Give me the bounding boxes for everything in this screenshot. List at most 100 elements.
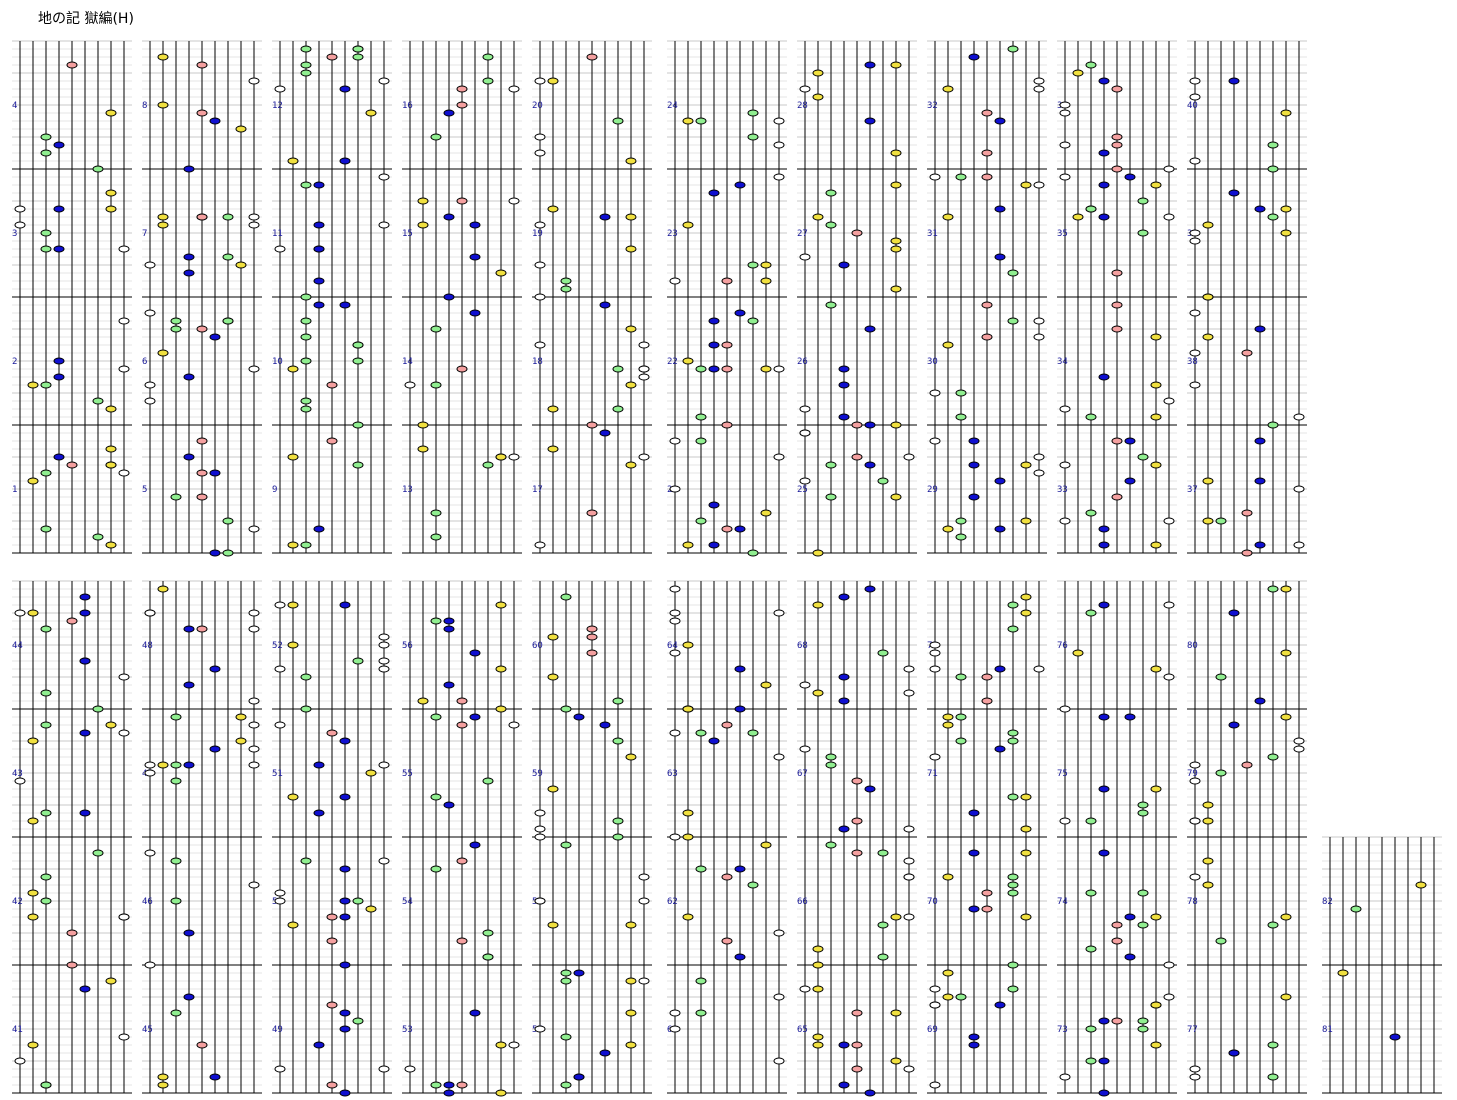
note bbox=[773, 453, 785, 461]
note bbox=[682, 833, 694, 841]
note bbox=[274, 601, 286, 609]
note bbox=[734, 705, 746, 713]
note bbox=[682, 357, 694, 365]
measure-number: 67 bbox=[797, 769, 808, 779]
note bbox=[981, 333, 993, 341]
note bbox=[682, 221, 694, 229]
note bbox=[1111, 937, 1123, 945]
note bbox=[495, 453, 507, 461]
note bbox=[92, 397, 104, 405]
note bbox=[1137, 801, 1149, 809]
note bbox=[851, 229, 863, 237]
note bbox=[209, 117, 221, 125]
note bbox=[495, 705, 507, 713]
note bbox=[682, 641, 694, 649]
note bbox=[890, 1057, 902, 1065]
measure-number: 42 bbox=[12, 897, 23, 907]
note bbox=[1111, 85, 1123, 93]
note bbox=[287, 921, 299, 929]
measure-number: 6 bbox=[142, 357, 147, 367]
measure-number: 12 bbox=[272, 101, 283, 111]
note bbox=[1150, 381, 1162, 389]
note bbox=[248, 77, 260, 85]
note bbox=[300, 397, 312, 405]
note bbox=[157, 221, 169, 229]
note bbox=[430, 1081, 442, 1089]
note bbox=[1098, 1089, 1110, 1097]
note bbox=[430, 381, 442, 389]
note bbox=[534, 133, 546, 141]
note bbox=[1020, 793, 1032, 801]
note bbox=[851, 777, 863, 785]
measure-number: 52 bbox=[272, 641, 283, 651]
note bbox=[235, 261, 247, 269]
note bbox=[721, 365, 733, 373]
note bbox=[560, 841, 572, 849]
note bbox=[1059, 1073, 1071, 1081]
note bbox=[79, 985, 91, 993]
note bbox=[1189, 817, 1201, 825]
measure-number: 26 bbox=[797, 357, 808, 367]
note bbox=[235, 713, 247, 721]
note bbox=[417, 421, 429, 429]
note bbox=[417, 197, 429, 205]
note bbox=[625, 977, 637, 985]
note bbox=[1267, 421, 1279, 429]
note bbox=[40, 381, 52, 389]
note bbox=[773, 1057, 785, 1065]
note bbox=[1124, 713, 1136, 721]
note bbox=[625, 325, 637, 333]
note bbox=[1033, 85, 1045, 93]
note bbox=[955, 173, 967, 181]
note bbox=[669, 437, 681, 445]
note bbox=[352, 357, 364, 365]
note bbox=[929, 665, 941, 673]
note bbox=[1202, 801, 1214, 809]
note bbox=[326, 937, 338, 945]
measure-number: 33 bbox=[1057, 485, 1068, 495]
measure-number: 76 bbox=[1057, 641, 1068, 651]
note bbox=[27, 1041, 39, 1049]
note bbox=[456, 697, 468, 705]
note bbox=[105, 721, 117, 729]
note bbox=[560, 969, 572, 977]
measure-number: 82 bbox=[1322, 897, 1333, 907]
note bbox=[1137, 453, 1149, 461]
note bbox=[812, 213, 824, 221]
note bbox=[994, 525, 1006, 533]
score-column: 17 18 19 20 bbox=[532, 40, 652, 554]
note bbox=[812, 601, 824, 609]
measure-number: 23 bbox=[667, 229, 678, 239]
note bbox=[773, 141, 785, 149]
note bbox=[1350, 905, 1362, 913]
note bbox=[682, 541, 694, 549]
measure-number: 15 bbox=[402, 229, 413, 239]
measure-number: 31 bbox=[927, 229, 938, 239]
note bbox=[547, 921, 559, 929]
note bbox=[508, 453, 520, 461]
note bbox=[1085, 1057, 1097, 1065]
measure-number: 35 bbox=[1057, 229, 1068, 239]
note bbox=[300, 293, 312, 301]
note bbox=[456, 85, 468, 93]
note bbox=[560, 1081, 572, 1089]
note bbox=[1098, 849, 1110, 857]
note bbox=[274, 245, 286, 253]
measure-number: 73 bbox=[1057, 1025, 1068, 1035]
note bbox=[183, 993, 195, 1001]
note bbox=[27, 609, 39, 617]
note bbox=[1189, 77, 1201, 85]
note bbox=[40, 133, 52, 141]
note bbox=[708, 737, 720, 745]
note bbox=[760, 277, 772, 285]
note bbox=[1254, 325, 1266, 333]
note bbox=[1007, 737, 1019, 745]
note bbox=[430, 617, 442, 625]
note bbox=[495, 665, 507, 673]
note bbox=[864, 421, 876, 429]
note bbox=[534, 221, 546, 229]
note bbox=[547, 77, 559, 85]
note bbox=[248, 525, 260, 533]
note bbox=[669, 833, 681, 841]
note bbox=[838, 365, 850, 373]
